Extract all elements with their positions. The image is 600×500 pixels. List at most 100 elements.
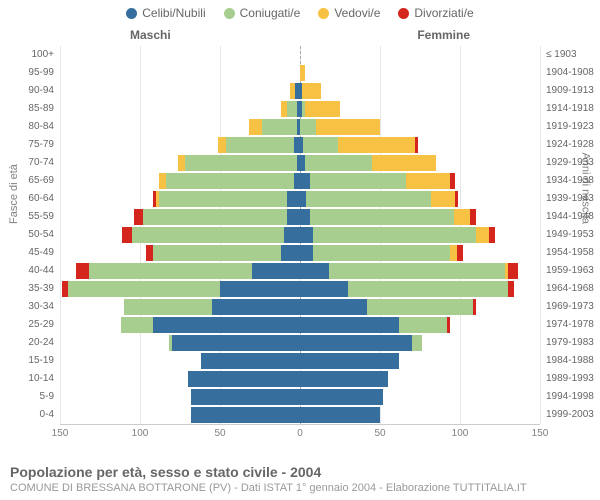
bar-segment <box>489 227 495 243</box>
bar-segment <box>338 137 415 153</box>
bar-segment <box>284 227 300 243</box>
birth-year-label: 1964-1968 <box>546 280 600 298</box>
bar-female <box>300 371 388 387</box>
plot-area: 100+≤ 190395-991904-190890-941909-191385… <box>60 46 540 424</box>
bar-segment <box>132 227 284 243</box>
bar-female <box>300 155 436 171</box>
bar-segment <box>300 389 383 405</box>
birth-year-label: ≤ 1903 <box>546 46 600 64</box>
birth-year-label: 1974-1978 <box>546 316 600 334</box>
bar-segment <box>300 173 310 189</box>
bar-segment <box>300 65 305 81</box>
pyramid-row: 85-891914-1918 <box>60 100 540 118</box>
bar-segment <box>121 317 153 333</box>
bar-segment <box>302 83 321 99</box>
bar-male <box>124 299 300 315</box>
bar-segment <box>68 281 220 297</box>
bar-segment <box>287 101 297 117</box>
legend-label: Celibi/Nubili <box>142 6 205 20</box>
bar-male <box>169 335 300 351</box>
pyramid-row: 0-41999-2003 <box>60 406 540 424</box>
legend-item: Divorziati/e <box>398 6 473 20</box>
label-male: Maschi <box>130 28 171 42</box>
bar-segment <box>300 317 399 333</box>
bar-segment <box>166 173 294 189</box>
bar-segment <box>300 407 380 423</box>
age-label: 25-29 <box>4 316 54 334</box>
bar-segment <box>305 155 372 171</box>
bar-segment <box>306 191 431 207</box>
age-label: 35-39 <box>4 280 54 298</box>
bar-segment <box>300 263 329 279</box>
bar-segment <box>406 173 451 189</box>
bar-segment <box>305 101 340 117</box>
bar-segment <box>281 245 300 261</box>
pyramid-row: 10-141989-1993 <box>60 370 540 388</box>
birth-year-label: 1929-1933 <box>546 154 600 172</box>
legend-swatch <box>398 8 409 19</box>
age-label: 50-54 <box>4 226 54 244</box>
bar-segment <box>134 209 144 225</box>
age-label: 70-74 <box>4 154 54 172</box>
age-label: 15-19 <box>4 352 54 370</box>
bar-male <box>146 245 300 261</box>
legend-label: Coniugati/e <box>240 6 301 20</box>
pyramid-row: 95-991904-1908 <box>60 64 540 82</box>
bar-segment <box>220 281 300 297</box>
bar-segment <box>372 155 436 171</box>
bar-male <box>121 317 300 333</box>
bar-segment <box>218 137 226 153</box>
age-label: 45-49 <box>4 244 54 262</box>
bar-segment <box>143 209 287 225</box>
bar-segment <box>470 209 476 225</box>
birth-year-label: 1919-1923 <box>546 118 600 136</box>
bar-male <box>290 83 300 99</box>
bar-male <box>191 407 300 423</box>
bar-segment <box>412 335 422 351</box>
x-tick-label: 50 <box>374 428 385 439</box>
birth-year-label: 1934-1938 <box>546 172 600 190</box>
bar-segment <box>457 245 463 261</box>
chart-footer: Popolazione per età, sesso e stato civil… <box>10 464 527 494</box>
bar-male <box>191 389 300 405</box>
age-label: 0-4 <box>4 406 54 424</box>
bar-segment <box>188 371 300 387</box>
birth-year-label: 1949-1953 <box>546 226 600 244</box>
legend-item: Celibi/Nubili <box>126 6 205 20</box>
bar-segment <box>300 209 310 225</box>
birth-year-label: 1999-2003 <box>546 406 600 424</box>
bar-segment <box>454 209 470 225</box>
bar-segment <box>89 263 252 279</box>
bar-female <box>300 137 418 153</box>
bar-female <box>300 389 383 405</box>
bar-segment <box>262 119 297 135</box>
bar-female <box>300 407 380 423</box>
bar-male <box>188 371 300 387</box>
bar-female <box>300 335 422 351</box>
pyramid-row: 35-391964-1968 <box>60 280 540 298</box>
birth-year-label: 1954-1958 <box>546 244 600 262</box>
x-axis: 15010050050100150 <box>60 424 540 445</box>
age-label: 95-99 <box>4 64 54 82</box>
bar-male <box>281 101 300 117</box>
bar-segment <box>191 407 300 423</box>
bar-segment <box>212 299 300 315</box>
bar-segment <box>287 191 300 207</box>
bar-segment <box>300 119 316 135</box>
legend-item: Vedovi/e <box>318 6 380 20</box>
x-tick-label: 100 <box>132 428 149 439</box>
bar-segment <box>399 317 447 333</box>
pyramid-row: 55-591944-1948 <box>60 208 540 226</box>
pyramid-row: 80-841919-1923 <box>60 118 540 136</box>
bar-male <box>122 227 300 243</box>
bar-female <box>300 263 518 279</box>
bar-segment <box>124 299 212 315</box>
birth-year-label: 1914-1918 <box>546 100 600 118</box>
birth-year-label: 1939-1943 <box>546 190 600 208</box>
bar-segment <box>153 245 281 261</box>
birth-year-label: 1944-1948 <box>546 208 600 226</box>
age-label: 5-9 <box>4 388 54 406</box>
bar-segment <box>508 263 518 279</box>
pyramid-row: 20-241979-1983 <box>60 334 540 352</box>
birth-year-label: 1989-1993 <box>546 370 600 388</box>
